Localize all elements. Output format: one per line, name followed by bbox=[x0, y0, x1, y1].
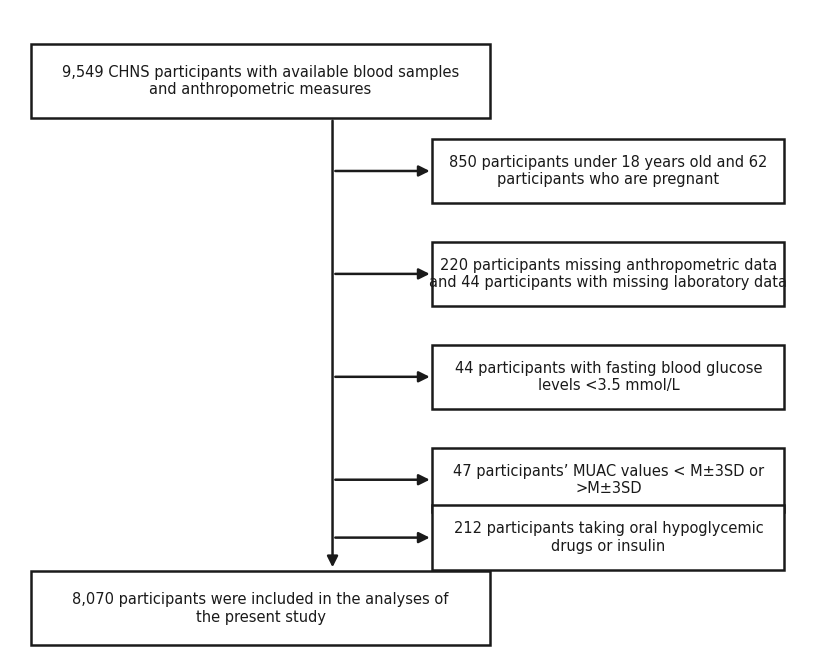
Text: 212 participants taking oral hypoglycemic
drugs or insulin: 212 participants taking oral hypoglycemi… bbox=[453, 521, 763, 554]
Text: 220 participants missing anthropometric data
and 44 participants with missing la: 220 participants missing anthropometric … bbox=[430, 258, 787, 290]
FancyBboxPatch shape bbox=[432, 242, 785, 306]
FancyBboxPatch shape bbox=[31, 572, 491, 645]
Text: 44 participants with fasting blood glucose
levels <3.5 mmol/L: 44 participants with fasting blood gluco… bbox=[455, 360, 762, 393]
FancyBboxPatch shape bbox=[432, 448, 785, 512]
FancyBboxPatch shape bbox=[432, 139, 785, 203]
FancyBboxPatch shape bbox=[31, 44, 491, 118]
Text: 47 participants’ MUAC values < M±3SD or
>M±3SD: 47 participants’ MUAC values < M±3SD or … bbox=[453, 464, 764, 496]
FancyBboxPatch shape bbox=[432, 505, 785, 570]
Text: 9,549 CHNS participants with available blood samples
and anthropometric measures: 9,549 CHNS participants with available b… bbox=[62, 65, 459, 97]
Text: 8,070 participants were included in the analyses of
the present study: 8,070 participants were included in the … bbox=[72, 592, 449, 624]
Text: 850 participants under 18 years old and 62
participants who are pregnant: 850 participants under 18 years old and … bbox=[449, 155, 768, 187]
FancyBboxPatch shape bbox=[432, 344, 785, 409]
